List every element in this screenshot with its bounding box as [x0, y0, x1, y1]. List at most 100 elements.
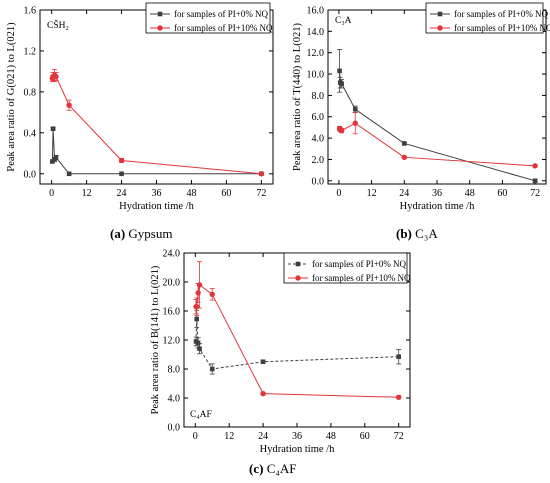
x-tick-label: 60	[221, 188, 231, 199]
data-point	[402, 141, 407, 146]
y-tick-label: 16.0	[163, 307, 181, 318]
legend: for samples of PI+0% NQ for samples of PI…	[425, 2, 550, 34]
panel-inner-label: C₃A	[335, 16, 352, 26]
data-point	[195, 290, 201, 296]
series-line	[51, 74, 262, 175]
data-point	[195, 340, 201, 346]
x-tick-label: 12	[367, 188, 377, 199]
caption-a-label: (a)	[110, 226, 125, 241]
legend-marker	[295, 261, 301, 267]
y-tick-label: 0.0	[24, 169, 37, 180]
series-1	[336, 112, 538, 169]
chart-0: 0 12 24 36 48 60 72 0.0 0.4 0.8 1.2 1.6 Hydration ti…	[6, 2, 274, 212]
x-tick-label: 24	[117, 188, 127, 199]
series-line	[339, 122, 536, 167]
series-0	[49, 126, 264, 177]
data-point	[338, 127, 345, 134]
x-tick-label: 72	[394, 431, 404, 442]
panel-inner-label: C₄AF	[190, 410, 212, 420]
x-tick-label: 48	[465, 188, 475, 199]
plot-frame	[39, 9, 274, 185]
series-line	[51, 128, 262, 175]
data-point	[53, 155, 59, 160]
data-point	[339, 81, 344, 86]
y-tick-label: 10.0	[307, 70, 325, 81]
x-axis-label: Hydration time /h	[119, 201, 194, 212]
legend-marker	[157, 11, 163, 17]
y-tick-label: 6.0	[312, 112, 325, 123]
x-tick-label: 48	[186, 188, 196, 199]
data-point	[352, 106, 358, 112]
series-1	[49, 68, 265, 177]
legend-label: for samples of PI+0% NQ	[312, 259, 407, 269]
x-tick-label: 72	[256, 188, 266, 199]
caption-b: (b) C₃A	[396, 226, 438, 241]
data-point	[194, 316, 200, 322]
data-point	[66, 102, 72, 108]
series-0	[337, 49, 538, 184]
x-axis-label: Hydration time /h	[260, 444, 335, 455]
x-tick-label: 60	[497, 188, 507, 199]
data-point	[196, 282, 203, 288]
y-tick-label: 4.0	[312, 134, 325, 145]
series-0	[193, 309, 402, 375]
caption-c-text: C₄AF	[267, 461, 297, 476]
y-tick-label: 16.0	[307, 6, 325, 17]
data-point	[209, 366, 215, 372]
x-tick-label: 36	[152, 188, 162, 199]
data-point	[352, 120, 358, 126]
y-tick-label: 14.0	[307, 27, 325, 38]
y-tick-label: 8.0	[312, 91, 325, 102]
data-point	[260, 390, 266, 397]
legend-label: for samples of PI+0% NQ	[174, 9, 269, 19]
data-point	[197, 346, 202, 351]
series-line	[196, 284, 399, 398]
y-tick-label: 12.0	[163, 336, 181, 347]
y-axis-label: Peak area ratio of G(021) to L(021)	[6, 22, 17, 172]
y-tick-label: 0.0	[312, 176, 325, 187]
data-point	[53, 73, 59, 80]
x-tick-label: 0	[49, 188, 54, 199]
x-tick-label: 24	[258, 431, 268, 442]
caption-b-label: (b)	[396, 226, 412, 241]
series-1	[193, 261, 402, 400]
data-point	[194, 303, 200, 310]
x-tick-label: 72	[530, 188, 540, 199]
data-point	[258, 171, 265, 177]
y-tick-label: 1.2	[24, 46, 37, 57]
data-point	[66, 171, 72, 177]
legend-label: for samples of PI+0% NQ	[454, 9, 549, 19]
x-axis-label: Hydration time /h	[400, 201, 475, 212]
y-tick-label: 0.8	[24, 87, 37, 98]
y-tick-label: 4.0	[168, 394, 181, 405]
x-tick-label: 12	[224, 431, 234, 442]
legend-marker	[295, 275, 301, 281]
data-point	[401, 154, 407, 161]
legend-marker	[437, 11, 443, 17]
legend-label: for samples of PI+10% NQ	[174, 23, 273, 33]
legend-marker	[437, 25, 443, 31]
data-point	[396, 394, 402, 400]
data-point	[50, 126, 56, 132]
y-tick-label: 0.4	[24, 128, 37, 139]
x-tick-label: 0	[193, 431, 198, 442]
chart-2: 0 12 24 36 48 60 72 0.0 4.0 8.0 12.0 16.0 20.0 24.0 Hy…	[150, 249, 411, 456]
legend-label: for samples of PI+10% NQ	[312, 273, 411, 283]
plot-frame	[327, 9, 547, 185]
y-axis-label: Peak area ratio of T(440) to L(021)	[292, 23, 303, 171]
data-point	[119, 171, 124, 177]
data-point	[396, 354, 401, 359]
legend: for samples of PI+0% NQ for samples of PI…	[145, 2, 273, 34]
data-point	[209, 291, 215, 298]
data-point	[337, 68, 342, 74]
y-tick-label: 12.0	[307, 48, 325, 59]
caption-a-text: Gypsum	[128, 226, 172, 241]
caption-a: (a) Gypsum	[110, 226, 172, 241]
chart-1: 0 12 24 36 48 60 72 0.0 2.0 4.0 6.0 8.0 10.0 12.0 14.0…	[292, 2, 550, 212]
x-tick-label: 60	[360, 431, 370, 442]
y-tick-label: 24.0	[163, 249, 181, 260]
y-tick-label: 8.0	[168, 365, 181, 376]
data-point	[532, 163, 538, 169]
data-point	[260, 359, 266, 365]
y-tick-label: 20.0	[163, 278, 181, 289]
